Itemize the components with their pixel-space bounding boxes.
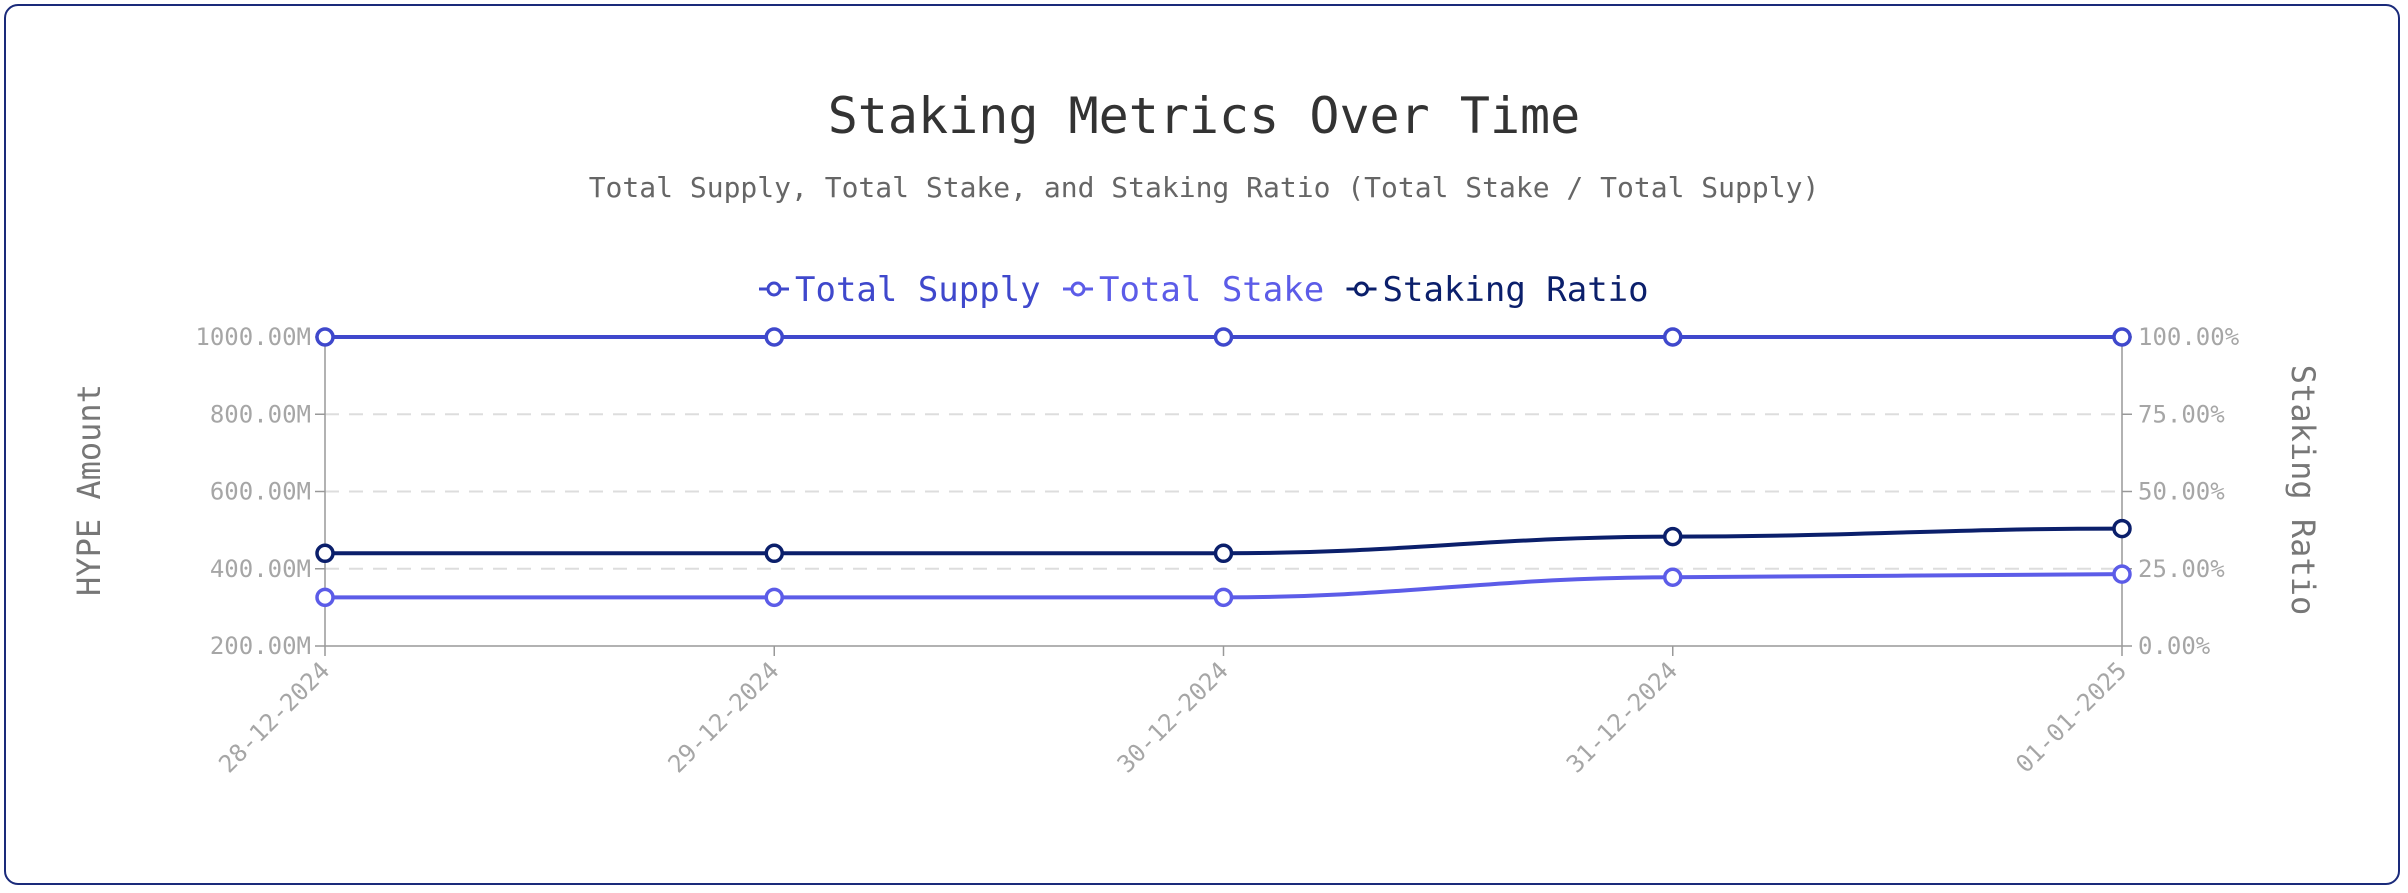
y-right-tick-label: 0.00% xyxy=(2138,632,2211,660)
data-point xyxy=(764,543,784,564)
legend: Total Supply Total Stake Staking Ratio xyxy=(759,270,1649,310)
y-left-tick-label: 800.00M xyxy=(210,400,311,428)
data-point xyxy=(315,587,335,608)
y-right-tick-label: 75.00% xyxy=(2138,400,2225,428)
data-point xyxy=(764,327,784,347)
y-right-tick-label: 50.00% xyxy=(2138,478,2225,506)
x-tick-label: 31-12-2024 xyxy=(1561,656,1683,778)
y-right-tick-label: 100.00% xyxy=(2138,323,2240,351)
legend-label: Staking Ratio xyxy=(1383,270,1649,310)
data-point xyxy=(1663,327,1683,347)
y-left-tick-label: 200.00M xyxy=(210,632,311,660)
data-point xyxy=(1213,543,1234,564)
chart-title: Staking Metrics Over Time xyxy=(828,87,1581,145)
y-axis-right-title: Staking Ratio xyxy=(2284,365,2322,615)
legend-item: Staking Ratio xyxy=(1346,270,1649,310)
y-right-tick-label: 25.00% xyxy=(2138,555,2225,583)
data-point xyxy=(764,587,784,608)
x-tick-label: 30-12-2024 xyxy=(1112,656,1234,778)
data-point xyxy=(1213,327,1234,347)
legend-marker-icon xyxy=(1354,281,1369,297)
x-tick-label: 29-12-2024 xyxy=(663,656,785,778)
data-point xyxy=(2112,564,2132,584)
series-total-stake xyxy=(315,564,2132,608)
chart-subtitle: Total Supply, Total Stake, and Staking R… xyxy=(589,171,1820,204)
y-left-tick-label: 400.00M xyxy=(210,555,311,583)
data-point xyxy=(315,327,335,347)
data-point xyxy=(1663,567,1683,587)
data-point xyxy=(2112,518,2132,539)
data-point xyxy=(2112,327,2132,347)
data-point xyxy=(1213,587,1234,608)
y-left-tick-label: 600.00M xyxy=(210,478,311,506)
chart-card xyxy=(4,4,2400,885)
legend-item: Total Supply xyxy=(759,270,1041,310)
legend-item: Total Stake xyxy=(1063,270,1324,310)
y-axis-left-title: HYPE Amount xyxy=(70,384,108,596)
x-tick-label: 28-12-2024 xyxy=(213,656,335,778)
legend-label: Total Supply xyxy=(795,270,1041,310)
data-point xyxy=(315,543,335,564)
series-layer xyxy=(315,327,2132,608)
y-left-tick-label: 1000.00M xyxy=(195,323,311,351)
legend-marker-icon xyxy=(1070,281,1086,297)
data-point xyxy=(1663,526,1683,547)
series-staking-ratio xyxy=(315,518,2132,564)
x-tick-label: 01-01-2025 xyxy=(2010,656,2132,778)
legend-marker-icon xyxy=(766,281,782,297)
series-total-supply xyxy=(315,327,2132,347)
legend-label: Total Stake xyxy=(1099,270,1324,310)
